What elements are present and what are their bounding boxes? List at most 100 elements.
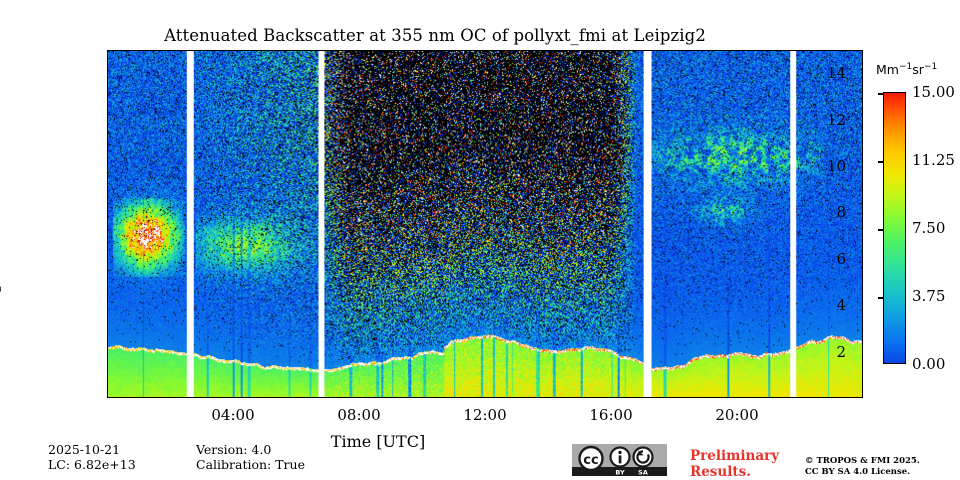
x-axis-minor-tick (266, 397, 267, 398)
x-axis-tick-label: 04:00 (211, 406, 255, 424)
x-axis-tick-label: 08:00 (337, 406, 381, 424)
footer-date: 2025-10-21 (48, 442, 121, 457)
colorbar-tick-label: 0.00 (912, 355, 946, 373)
y-axis-tick (107, 121, 108, 123)
y-axis-tick (862, 260, 863, 262)
x-axis-minor-tick (675, 397, 676, 398)
x-axis-minor-tick (392, 397, 393, 398)
x-axis-minor-tick (108, 397, 109, 398)
y-axis-tick (862, 167, 863, 169)
y-axis-tick-label: 8 (836, 203, 846, 222)
y-axis-tick (862, 213, 863, 215)
footer-version: Version: 4.0 (196, 442, 272, 457)
y-axis-minor-tick (862, 51, 863, 52)
copyright-line-2: CC BY SA 4.0 License. (805, 466, 911, 477)
footer-version-block: Version: 4.0 Calibration: True (196, 442, 305, 472)
colorbar-tick-label: 3.75 (912, 287, 946, 305)
badge-by-label: BY (615, 469, 625, 477)
x-axis-tick-label: 16:00 (589, 406, 633, 424)
footer-date-block: 2025-10-21 LC: 6.82e+13 (48, 442, 136, 472)
y-axis-minor-tick (862, 144, 863, 145)
heatmap-plot-area (107, 50, 863, 398)
y-axis-tick (107, 353, 108, 355)
x-axis-minor-tick (770, 397, 771, 398)
x-axis-minor-tick (549, 397, 550, 398)
y-axis-minor-tick (862, 283, 863, 284)
y-axis-minor-tick (107, 51, 108, 52)
page-title: Attenuated Backscatter at 355 nm OC of p… (164, 26, 706, 45)
colorbar-tick (878, 161, 884, 163)
x-axis-tick-label: 12:00 (463, 406, 507, 424)
x-axis-minor-tick (644, 397, 645, 398)
x-axis-minor-tick (863, 397, 864, 398)
footer-lidar-constant: LC: 6.82e+13 (48, 457, 136, 472)
x-axis-minor-tick (801, 397, 802, 398)
x-axis-minor-tick (518, 397, 519, 398)
svg-text:cc: cc (583, 453, 598, 468)
colorbar-unit-label: Mm−1sr−1 (876, 62, 938, 78)
y-axis-tick (862, 306, 863, 308)
footer-calibration: Calibration: True (196, 457, 305, 472)
badge-sa-label: SA (638, 469, 648, 477)
colorbar-tick (878, 93, 884, 95)
y-axis-tick (107, 260, 108, 262)
y-axis-tick (862, 74, 863, 76)
y-axis-minor-tick (107, 97, 108, 98)
y-axis-tick (107, 167, 108, 169)
y-axis-tick (107, 306, 108, 308)
x-axis-tick (234, 397, 236, 398)
x-axis-label: Time [UTC] (330, 432, 426, 451)
y-axis-minor-tick (107, 329, 108, 330)
colorbar-tick (878, 229, 884, 231)
y-axis-minor-tick (862, 97, 863, 98)
x-axis-minor-tick (581, 397, 582, 398)
x-axis-minor-tick (140, 397, 141, 398)
colorbar-tick-label: 11.25 (912, 151, 955, 169)
x-axis-tick (486, 397, 488, 398)
cc-by-sa-badge-icon: cc BY SA (572, 444, 667, 476)
attenuated-backscatter-heatmap (108, 51, 862, 397)
x-axis-minor-tick (171, 397, 172, 398)
y-axis-tick (862, 121, 863, 123)
x-axis-tick (360, 397, 362, 398)
y-axis-minor-tick (107, 237, 108, 238)
preliminary-line-2: Results. (690, 464, 751, 480)
x-axis-minor-tick (455, 397, 456, 398)
x-axis-minor-tick (833, 397, 834, 398)
y-axis-minor-tick (107, 190, 108, 191)
y-axis-tick-label: 2 (836, 342, 846, 361)
preliminary-results-notice: Preliminary Results. (690, 448, 779, 480)
x-axis-tick (612, 397, 614, 398)
y-axis-tick (107, 74, 108, 76)
colorbar-tick-label: 7.50 (912, 219, 946, 237)
colorbar-tick (878, 297, 884, 299)
y-axis-label: Height [km] (0, 224, 2, 322)
y-axis-minor-tick (107, 144, 108, 145)
x-axis-tick (738, 397, 740, 398)
y-axis-tick-label: 10 (826, 157, 846, 175)
y-axis-minor-tick (862, 329, 863, 330)
x-axis-tick-label: 20:00 (715, 406, 759, 424)
y-axis-minor-tick (862, 190, 863, 191)
y-axis-minor-tick (107, 376, 108, 377)
y-axis-minor-tick (107, 283, 108, 284)
x-axis-minor-tick (297, 397, 298, 398)
y-axis-tick-label: 6 (836, 249, 846, 268)
x-axis-minor-tick (707, 397, 708, 398)
preliminary-line-1: Preliminary (690, 448, 780, 464)
copyright-line-1: © TROPOS & FMI 2025. (805, 456, 920, 466)
x-axis-minor-tick (203, 397, 204, 398)
y-axis-minor-tick (862, 237, 863, 238)
y-axis-tick-label: 14 (826, 64, 846, 83)
x-axis-minor-tick (423, 397, 424, 398)
colorbar (878, 92, 906, 364)
y-axis-tick-label: 4 (836, 296, 846, 315)
y-axis-tick-label: 12 (826, 110, 846, 129)
y-axis-tick (862, 353, 863, 355)
y-axis-tick (107, 213, 108, 215)
x-axis-minor-tick (329, 397, 330, 398)
y-axis-minor-tick (862, 376, 863, 377)
colorbar-tick-label: 15.00 (912, 83, 955, 101)
copyright-notice: © TROPOS & FMI 2025. CC BY SA 4.0 Licens… (805, 456, 920, 477)
